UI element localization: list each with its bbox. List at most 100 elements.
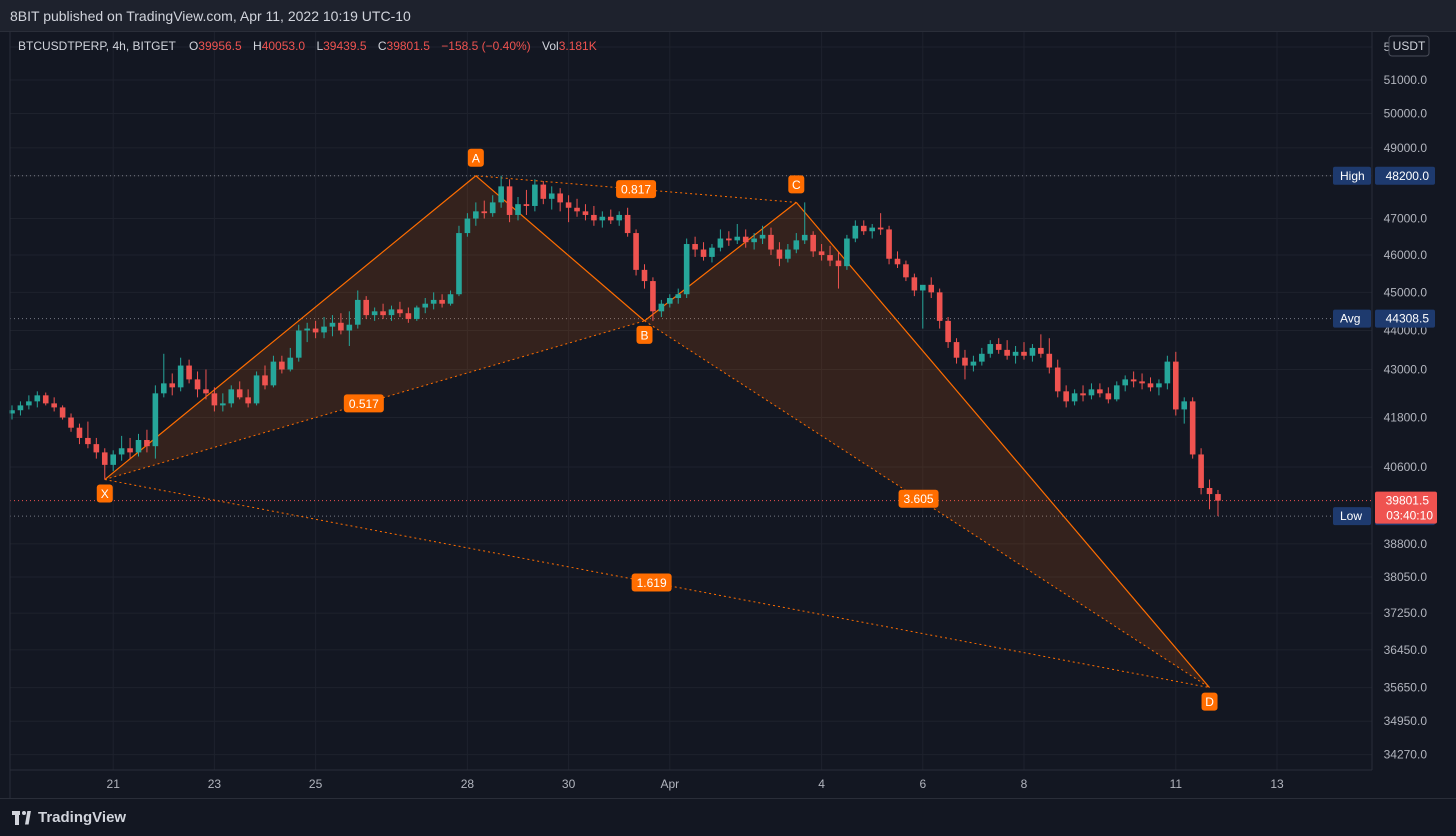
candle bbox=[920, 284, 926, 329]
candle bbox=[506, 179, 513, 223]
candle bbox=[540, 181, 547, 205]
pattern-fill-bcd bbox=[644, 202, 1210, 688]
pattern-leg-xa bbox=[104, 175, 477, 481]
candle bbox=[34, 391, 41, 408]
candle bbox=[599, 211, 606, 228]
legend-l-label: L bbox=[316, 39, 323, 53]
candle bbox=[447, 290, 454, 306]
pattern-point-a: A bbox=[467, 148, 484, 167]
time-axis[interactable]: 21 23 25 28 30 Apr 4 6 8 11 13 bbox=[107, 777, 1284, 791]
time-tick-label: 28 bbox=[461, 777, 475, 791]
legend-o-label: O bbox=[189, 39, 198, 53]
candle bbox=[42, 392, 49, 406]
candle bbox=[532, 179, 538, 212]
price-tick-label: 41800.0 bbox=[1384, 411, 1428, 425]
candle bbox=[1113, 381, 1120, 402]
candle bbox=[76, 423, 83, 445]
candle bbox=[616, 211, 622, 226]
tradingview-brand[interactable]: TradingView bbox=[12, 809, 126, 826]
svg-text:X: X bbox=[101, 487, 109, 501]
legend-c-value: 39801.5 bbox=[387, 39, 431, 53]
candle bbox=[1054, 359, 1061, 398]
candle bbox=[1181, 397, 1188, 424]
avg-badge: Avg 44308.5 bbox=[1333, 309, 1435, 328]
candle bbox=[658, 299, 665, 318]
candle bbox=[717, 229, 724, 252]
price-tick-label: 35650.0 bbox=[1384, 681, 1428, 695]
price-tick-label: 38800.0 bbox=[1384, 537, 1428, 551]
candle bbox=[641, 264, 648, 289]
candle bbox=[734, 223, 741, 245]
xabcd-pattern[interactable] bbox=[104, 175, 1210, 689]
candle bbox=[953, 338, 960, 364]
candle bbox=[700, 242, 707, 261]
candle bbox=[936, 288, 943, 329]
svg-text:0.517: 0.517 bbox=[349, 397, 379, 411]
candle bbox=[768, 227, 774, 256]
time-tick-label: 4 bbox=[818, 777, 825, 791]
candle bbox=[869, 223, 875, 239]
candle bbox=[329, 315, 336, 337]
svg-text:B: B bbox=[640, 328, 648, 342]
candle bbox=[363, 296, 369, 319]
publisher-bar: 8BIT published on TradingView.com, Apr 1… bbox=[0, 0, 1456, 32]
pattern-leg-cd bbox=[795, 201, 1210, 688]
candle bbox=[144, 429, 150, 453]
time-tick-label: 13 bbox=[1270, 777, 1284, 791]
currency-badge[interactable]: USDT bbox=[1388, 35, 1430, 57]
candle bbox=[852, 220, 859, 243]
time-tick-label: 8 bbox=[1021, 777, 1028, 791]
candle bbox=[1088, 383, 1095, 400]
candle bbox=[473, 202, 479, 226]
candle bbox=[1139, 373, 1145, 390]
candle bbox=[894, 251, 901, 269]
svg-text:High: High bbox=[1340, 169, 1365, 183]
price-axis[interactable]: 52000.051000.050000.049000.047000.046000… bbox=[1333, 40, 1437, 762]
candle bbox=[1147, 377, 1154, 392]
candle bbox=[186, 359, 192, 384]
price-tick-label: 50000.0 bbox=[1384, 107, 1428, 121]
pattern-fill-xab bbox=[104, 175, 645, 480]
countdown: 03:40:10 bbox=[1386, 509, 1433, 523]
candle bbox=[844, 234, 850, 270]
svg-text:48200.0: 48200.0 bbox=[1386, 169, 1430, 183]
candle bbox=[414, 305, 420, 321]
candle bbox=[911, 273, 918, 297]
candle bbox=[152, 385, 159, 459]
candle bbox=[127, 437, 133, 459]
legend-o-value: 39956.5 bbox=[198, 39, 242, 53]
time-tick-label: 23 bbox=[208, 777, 222, 791]
candle bbox=[101, 448, 108, 480]
time-tick-label: Apr bbox=[660, 777, 679, 791]
candle bbox=[548, 186, 555, 210]
candle bbox=[245, 389, 251, 408]
candle bbox=[1198, 448, 1204, 495]
candle bbox=[987, 340, 994, 358]
svg-text:C: C bbox=[792, 178, 801, 192]
ratio-label: 0.817 bbox=[616, 180, 657, 199]
svg-text:A: A bbox=[472, 151, 480, 165]
candle bbox=[1071, 389, 1078, 406]
candle bbox=[726, 231, 732, 246]
svg-text:0.817: 0.817 bbox=[621, 183, 651, 197]
ohlc-legend: BTCUSDTPERP, 4h, BITGET O39956.5 H40053.… bbox=[18, 39, 597, 53]
legend-vol-value: 3.181K bbox=[559, 39, 597, 53]
candle bbox=[650, 277, 656, 321]
currency-label: USDT bbox=[1393, 39, 1426, 53]
candle bbox=[253, 371, 260, 406]
candle bbox=[633, 229, 639, 276]
candle bbox=[422, 298, 429, 314]
pattern-point-d: D bbox=[1201, 692, 1218, 711]
candle bbox=[1080, 385, 1086, 402]
price-tick-label: 46000.0 bbox=[1384, 248, 1428, 262]
price-tick-label: 40600.0 bbox=[1384, 460, 1428, 474]
candle bbox=[1046, 338, 1053, 374]
candle bbox=[312, 320, 319, 339]
candle bbox=[287, 347, 294, 372]
candle bbox=[877, 213, 884, 235]
candle bbox=[1206, 479, 1213, 510]
price-tick-label: 37250.0 bbox=[1384, 606, 1428, 620]
candle bbox=[970, 355, 977, 372]
pattern-ratio-line-xd bbox=[104, 479, 1210, 689]
